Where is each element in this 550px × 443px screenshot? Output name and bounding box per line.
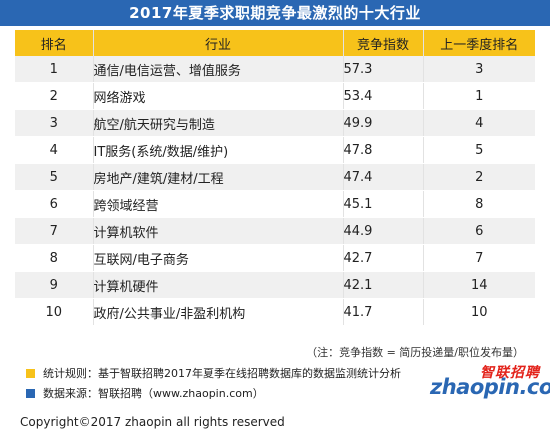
index-cell: 47.4 (343, 163, 424, 191)
rank-cell: 4 (15, 136, 94, 164)
rank-cell: 1 (15, 56, 94, 83)
index-cell: 42.7 (343, 244, 424, 272)
prev-rank-cell: 5 (423, 136, 535, 164)
header-prev-rank: 上一季度排名 (423, 30, 535, 56)
prev-rank-cell: 14 (423, 271, 535, 299)
index-cell: 44.9 (343, 217, 424, 245)
prev-rank-cell: 10 (423, 298, 535, 326)
table-row: 6 跨领域经营 45.1 8 (15, 190, 535, 218)
page-title: 2017年夏季求职期竞争最激烈的十大行业 (0, 0, 550, 26)
index-cell: 47.8 (343, 136, 424, 164)
rank-cell: 2 (15, 82, 94, 110)
rank-cell: 5 (15, 163, 94, 191)
copyright-text: Copyright©2017 zhaopin all rights reserv… (20, 415, 285, 429)
industry-cell: 跨领域经营 (93, 190, 344, 218)
header-rank: 排名 (15, 30, 94, 56)
legend-source: 数据来源：智联招聘（www.zhaopin.com） (26, 385, 264, 401)
table-row: 5 房地产/建筑/建材/工程 47.4 2 (15, 163, 535, 191)
table-row: 10 政府/公共事业/非盈利机构 41.7 10 (15, 298, 535, 326)
table-row: 8 互联网/电子商务 42.7 7 (15, 244, 535, 272)
industry-cell: 政府/公共事业/非盈利机构 (93, 298, 344, 326)
table-row: 3 航空/航天研究与制造 49.9 4 (15, 109, 535, 137)
index-cell: 42.1 (343, 271, 424, 299)
ranking-table: 排名 行业 竞争指数 上一季度排名 1 通信/电信运营、增值服务 57.3 3 2 网络游… (15, 30, 535, 326)
legend-source-square (26, 388, 35, 398)
index-cell: 49.9 (343, 109, 424, 137)
industry-cell: 计算机硬件 (93, 271, 344, 299)
rank-cell: 3 (15, 109, 94, 137)
zhaopin-logo: 智联招聘 zhaopin.com (430, 362, 550, 404)
legend-source-text: 数据来源：智联招聘（www.zhaopin.com） (43, 387, 264, 400)
industry-cell: IT服务(系统/数据/维护) (93, 136, 344, 164)
rank-cell: 6 (15, 190, 94, 218)
table-row: 9 计算机硬件 42.1 14 (15, 271, 535, 299)
prev-rank-cell: 2 (423, 163, 535, 191)
legend-rule: 统计规则：基于智联招聘2017年夏季在线招聘数据库的数据监测统计分析 (26, 365, 401, 381)
prev-rank-cell: 1 (423, 82, 535, 110)
index-cell: 41.7 (343, 298, 424, 326)
table-row: 2 网络游戏 53.4 1 (15, 82, 535, 110)
industry-cell: 网络游戏 (93, 82, 344, 110)
prev-rank-cell: 4 (423, 109, 535, 137)
index-cell: 45.1 (343, 190, 424, 218)
industry-cell: 房地产/建筑/建材/工程 (93, 163, 344, 191)
table-header-row: 排名 行业 竞争指数 上一季度排名 (15, 30, 535, 56)
prev-rank-cell: 7 (423, 244, 535, 272)
index-cell: 57.3 (343, 56, 424, 83)
rank-cell: 9 (15, 271, 94, 299)
industry-cell: 通信/电信运营、增值服务 (93, 56, 344, 83)
header-industry: 行业 (93, 30, 344, 56)
index-note: （注：竞争指数 = 简历投递量/职位发布量） (306, 346, 524, 359)
prev-rank-cell: 8 (423, 190, 535, 218)
table-row: 4 IT服务(系统/数据/维护) 47.8 5 (15, 136, 535, 164)
industry-cell: 计算机软件 (93, 217, 344, 245)
legend-rule-square (26, 368, 35, 378)
header-index: 竞争指数 (343, 30, 424, 56)
legend-rule-text: 统计规则：基于智联招聘2017年夏季在线招聘数据库的数据监测统计分析 (43, 367, 401, 380)
logo-cn-text: 智联招聘 (480, 365, 540, 381)
rank-cell: 8 (15, 244, 94, 272)
industry-cell: 航空/航天研究与制造 (93, 109, 344, 137)
industry-cell: 互联网/电子商务 (93, 244, 344, 272)
prev-rank-cell: 3 (423, 56, 535, 83)
logo-en-text: zhaopin.com (430, 375, 550, 399)
rank-cell: 7 (15, 217, 94, 245)
table-row: 1 通信/电信运营、增值服务 57.3 3 (15, 56, 535, 83)
index-cell: 53.4 (343, 82, 424, 110)
table-row: 7 计算机软件 44.9 6 (15, 217, 535, 245)
prev-rank-cell: 6 (423, 217, 535, 245)
rank-cell: 10 (15, 298, 94, 326)
